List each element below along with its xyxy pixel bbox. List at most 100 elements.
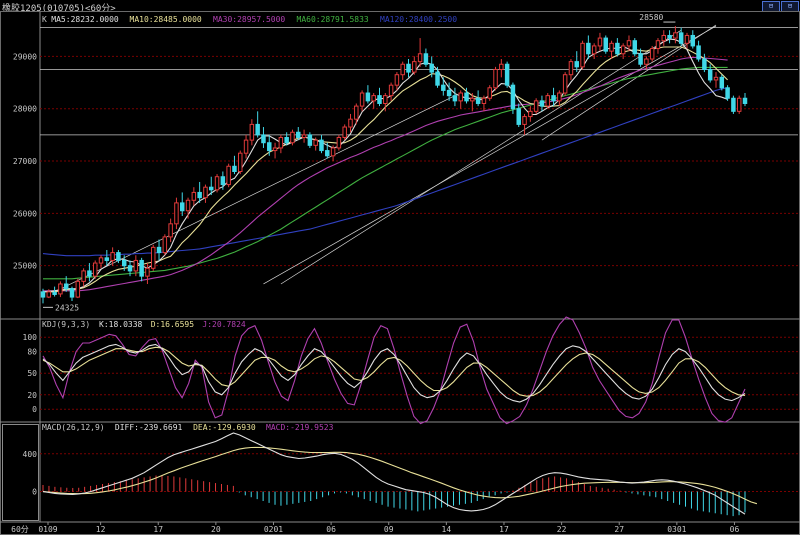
candle-body xyxy=(209,186,214,191)
candle-body xyxy=(191,191,197,201)
candle-body xyxy=(539,100,545,107)
legend-entry: KDJ(9,3,3) xyxy=(42,320,90,329)
candle-body xyxy=(168,223,173,238)
price-tick-label: 27000 xyxy=(13,157,37,166)
candle-body xyxy=(470,97,475,102)
candle-body xyxy=(702,58,707,70)
ma60-line xyxy=(43,66,728,280)
candle-body xyxy=(243,139,249,154)
legend-entry: K:18.0338 xyxy=(99,320,143,329)
candle-body xyxy=(98,257,104,264)
macd-tick-label: 400 xyxy=(23,450,38,459)
candle-body xyxy=(46,291,52,298)
outer-border xyxy=(0,11,800,535)
kdj-k-line xyxy=(42,343,746,403)
price-tick-label: 26000 xyxy=(13,209,37,218)
candle-body xyxy=(632,40,638,55)
candle-body xyxy=(493,68,498,89)
candle-body xyxy=(116,252,121,261)
date-tick-label: 20 xyxy=(211,525,221,534)
candle-body xyxy=(156,246,162,254)
candle-body xyxy=(145,267,150,277)
candle-body xyxy=(609,42,614,52)
candle-body xyxy=(284,136,289,144)
price-tick-label: 29000 xyxy=(13,52,37,61)
price-annotations: 28580 24325 xyxy=(43,13,676,312)
legend-entry: DEA:-129.6930 xyxy=(193,423,256,432)
candle-body xyxy=(238,152,243,172)
kdj-tick-label: 0 xyxy=(32,405,37,414)
kdj-tick-label: 50 xyxy=(27,369,37,378)
candle-body xyxy=(452,95,458,102)
candle-body xyxy=(272,147,278,152)
candle-body xyxy=(307,134,313,146)
candle-body xyxy=(301,134,307,138)
candle-body xyxy=(475,97,481,104)
candle-body xyxy=(232,165,237,172)
legend-entry: MA30:28957.5000 xyxy=(213,15,285,24)
candle-body xyxy=(557,92,562,102)
chart-window-title: 橡胶1205(010705)<60分> xyxy=(2,4,116,14)
candle-body xyxy=(371,95,376,102)
date-tick-label: 06 xyxy=(730,525,740,534)
candle-body xyxy=(174,202,179,225)
candle-body xyxy=(406,63,411,73)
candle-body xyxy=(81,270,86,282)
candle-body xyxy=(719,76,725,89)
candle-body xyxy=(388,84,394,97)
candle-body xyxy=(185,199,191,212)
candle-body xyxy=(504,63,510,86)
candle-body xyxy=(736,97,742,112)
candlesticks xyxy=(40,26,748,304)
candle-body xyxy=(742,97,748,104)
legend-entry: MACD(26,12,9) xyxy=(42,423,105,432)
candle-body xyxy=(220,176,226,186)
candle-body xyxy=(417,53,423,63)
candle-body xyxy=(562,74,568,94)
legend-entry: MACD:-219.9523 xyxy=(266,423,334,432)
kdj-j-line xyxy=(42,316,746,425)
candle-body xyxy=(325,150,330,157)
macd-tick-label: 0 xyxy=(32,488,37,497)
candle-body xyxy=(655,40,661,50)
candle-body xyxy=(499,63,504,70)
candle-body xyxy=(586,42,591,55)
moving-average-lines xyxy=(42,38,728,293)
date-tick-label: 14 xyxy=(442,525,452,534)
macd-panel: MACD(26,12,9) DIFF:-239.6691 DEA:-129.6930… xyxy=(23,423,798,517)
macd-side-box xyxy=(2,424,39,521)
date-tick-label: 0201 xyxy=(264,525,283,534)
candle-body xyxy=(597,37,603,47)
candle-body xyxy=(423,53,429,65)
candle-body xyxy=(615,42,620,55)
candle-body xyxy=(731,97,736,112)
legend-entry: MA5:28232.0000 xyxy=(51,15,119,24)
candle-body xyxy=(394,74,400,86)
date-tick-label: 06 xyxy=(326,525,336,534)
legend-entry: J:20.7824 xyxy=(202,320,246,329)
candle-body xyxy=(127,265,133,272)
candle-body xyxy=(626,40,632,47)
legend-entry: MA10:28485.0000 xyxy=(130,15,202,24)
candle-body xyxy=(464,92,469,102)
candle-body xyxy=(150,246,156,269)
candle-body xyxy=(214,176,220,191)
candle-body xyxy=(713,76,719,81)
candle-body xyxy=(446,89,452,97)
candle-body xyxy=(591,45,597,55)
candle-body xyxy=(330,147,336,157)
main-legend: K MA5:28232.0000 MA10:28485.0000 MA30:28957… xyxy=(42,15,457,24)
candle-body xyxy=(620,45,626,55)
price-tick-label: 25000 xyxy=(13,262,37,271)
candle-body xyxy=(649,48,655,60)
kdj-panel: KDJ(9,3,3) K:18.0338 D:16.6595 J:20.7824 100… xyxy=(23,316,798,425)
candle-body xyxy=(510,84,516,110)
candle-body xyxy=(104,257,110,261)
candle-body xyxy=(481,97,487,104)
candle-body xyxy=(110,252,115,261)
date-tick-label: 22 xyxy=(557,525,567,534)
high-price-label: 28580 xyxy=(639,13,663,22)
candle-body xyxy=(290,131,295,144)
candle-body xyxy=(551,95,556,102)
